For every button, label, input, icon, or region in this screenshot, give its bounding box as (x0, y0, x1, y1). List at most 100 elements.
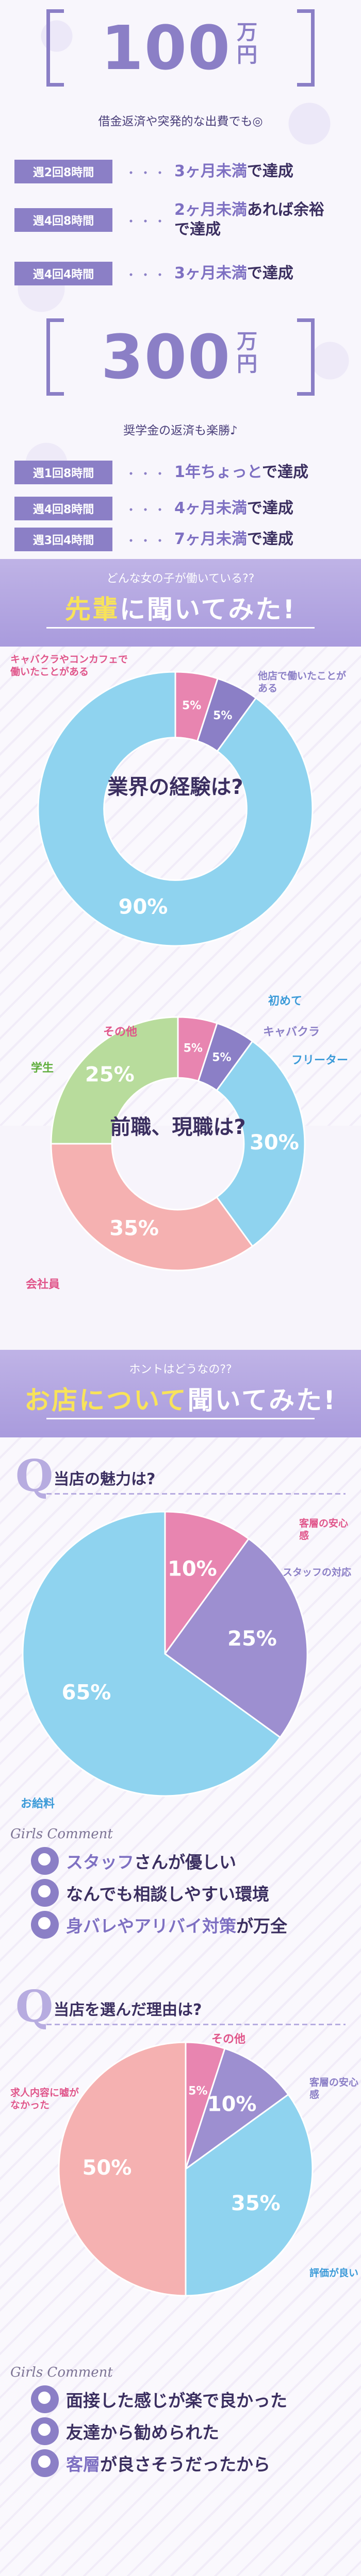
legend-label: 客層の安心感 (299, 1518, 349, 1541)
legend-label: その他 (103, 1026, 138, 1039)
pie-chart-appeal: 10% 25% 65% (21, 1510, 309, 1798)
amount-heading: 100 万円 (101, 12, 259, 83)
comment-item: 面接した感じが楽で良かった (31, 2383, 351, 2415)
dots: ・・・ (125, 267, 168, 282)
schedule-tag: 週1回8時間 (14, 461, 112, 484)
section-header-seniors: どんな女の子が働いている?? 先輩に聞いてみた! (0, 559, 361, 647)
slice-value-label: 5% (182, 699, 201, 712)
schedule-tag: 週4回8時間 (14, 497, 112, 520)
dots: ・・・ (125, 214, 168, 229)
chart-center-label: 前職、現職は? (110, 1115, 246, 1139)
speech-bubble-icon (31, 1847, 59, 1875)
bracket-left (46, 318, 64, 396)
goal-result: 3ヶ月未満で達成 (174, 264, 293, 282)
slice-value-label: 25% (227, 1627, 277, 1651)
slice-value-label: 30% (250, 1131, 299, 1155)
legend-label: 初めて (268, 995, 303, 1008)
signature: Girls Comment (10, 1826, 113, 1842)
divider (46, 1418, 315, 1419)
pie-slice (37, 671, 314, 947)
comments-appeal: Girls Comment スタッフさんが優しい なんでも相談しやすい環境 身バ… (10, 1826, 351, 1941)
speech-bubble-icon (31, 2449, 59, 2477)
pie-slice (185, 2093, 314, 2297)
comment-item: 客層が良さそうだったから (31, 2447, 351, 2479)
slice-value-label: 35% (231, 2192, 281, 2215)
dots: ・・・ (125, 533, 168, 548)
q-mark: Q (15, 1450, 54, 1501)
dots: ・・・ (125, 502, 168, 517)
schedule-tag: 週3回4時間 (14, 528, 112, 551)
pie-slice (50, 1143, 254, 1272)
question-heading: Q 当店を選んだ理由は? (15, 1984, 346, 2030)
chart-svg: 5% 5% 90% (37, 671, 314, 947)
donut-chart-occupation: 5% 5% 30% 35% 25% (49, 1015, 307, 1273)
dots: ・・・ (125, 466, 168, 481)
pie-slice (58, 2041, 187, 2297)
chart-svg: 5% 5% 30% 35% 25% (50, 1016, 306, 1272)
pie-chart-reason: 5% 10% 35% 50% (57, 2040, 315, 2298)
legend-label: キャバクラやコンカフェで働いたことがある (10, 654, 128, 677)
question-text: 当店の魅力は? (54, 1470, 156, 1488)
goal-row: 週4回8時間 ・・・ 2ヶ月未満あれば余裕で達成 (14, 197, 350, 243)
speech-bubble-icon (31, 2417, 59, 2445)
section-header-shop: ホントはどうなの?? お店について聞いてみた! (0, 1350, 361, 1437)
legend-label: フリーター (291, 1054, 349, 1067)
goal-row: 週2回8時間 ・・・ 3ヶ月未満で達成 (14, 156, 350, 188)
speech-bubble-icon (31, 1879, 59, 1907)
divider (46, 2024, 346, 2025)
divider (46, 1493, 346, 1495)
comments-reason: Girls Comment 面接した感じが楽で良かった 友達から勧められた 客層… (10, 2365, 351, 2479)
goal-caption-1: 借金返済や突発的な出費でも◎ (98, 115, 263, 128)
chart-svg: 10% 25% 65% (22, 1511, 308, 1797)
goal-result: 1年ちょっとで達成 (174, 463, 308, 481)
section-pretitle: ホントはどうなの?? (129, 1363, 232, 1376)
legend-label: 求人内容に嘘がなかった (10, 2087, 79, 2111)
goal-row: 週3回4時間 ・・・ 7ヶ月未満で達成 (14, 523, 350, 555)
slice-value-label: 50% (83, 2156, 132, 2180)
goal-row: 週4回4時間 ・・・ 3ヶ月未満で達成 (14, 258, 350, 290)
legend-label: スタッフの対応 (283, 1567, 352, 1578)
speech-bubble-icon (31, 2385, 59, 2413)
pie-slice (216, 1040, 306, 1248)
goal-row: 週1回8時間 ・・・ 1年ちょっとで達成 (14, 456, 350, 488)
slice-value-label: 5% (188, 2084, 207, 2097)
question-heading: Q 当店の魅力は? (15, 1453, 346, 1499)
legend-label: お給料 (21, 1798, 55, 1810)
pie-slice (163, 1537, 308, 1739)
pie-slice (184, 2047, 290, 2171)
slice-value-label: 65% (62, 1681, 111, 1705)
section-pretitle: どんな女の子が働いている?? (106, 572, 255, 585)
slice-value-label: 35% (109, 1217, 159, 1241)
pie-slice (22, 1511, 282, 1797)
slice-value-label: 5% (213, 709, 232, 722)
bracket-left (46, 9, 64, 87)
schedule-tag: 週4回8時間 (14, 208, 112, 232)
comment-item: スタッフさんが優しい (31, 1845, 351, 1877)
q-mark: Q (15, 1981, 54, 2032)
goal-row: 週4回8時間 ・・・ 4ヶ月未満で達成 (14, 493, 350, 524)
section-title: お店について聞いてみた! (24, 1385, 337, 1415)
goal-panel: 100 万円 借金返済や突発的な出費でも◎ 週2回8時間 ・・・ 3ヶ月未満で達成… (0, 0, 361, 559)
comment-item: 身バレやアリバイ対策が万全 (31, 1909, 351, 1941)
dots: ・・・ (125, 165, 168, 180)
legend-label: その他 (211, 2033, 246, 2046)
legend-label: キャバクラ (263, 1026, 320, 1039)
schedule-tag: 週4回4時間 (14, 262, 112, 285)
divider (46, 627, 315, 629)
goal-result: 7ヶ月未満で達成 (174, 530, 293, 548)
pie-slice (164, 1511, 250, 1656)
legend-label: 客層の安心感 (309, 2077, 359, 2100)
schedule-tag: 週2回8時間 (14, 160, 112, 183)
slice-value-label: 5% (212, 1051, 231, 1064)
slice-value-label: 25% (85, 1063, 135, 1087)
donut-chart-experience: 5% 5% 90% (36, 670, 315, 948)
comment-item: 友達から勧められた (31, 2415, 351, 2447)
bracket-right (297, 318, 315, 396)
chart-svg: 5%10% 35% 50% (58, 2041, 314, 2297)
amount-heading: 300 万円 (101, 321, 259, 393)
slice-value-label: 10% (207, 2093, 257, 2116)
goal-caption-2: 奨学金の返済も楽勝♪ (123, 424, 238, 437)
amount-frame-1: 100 万円 (46, 9, 315, 87)
goal-result: 4ヶ月未満で達成 (174, 499, 293, 517)
